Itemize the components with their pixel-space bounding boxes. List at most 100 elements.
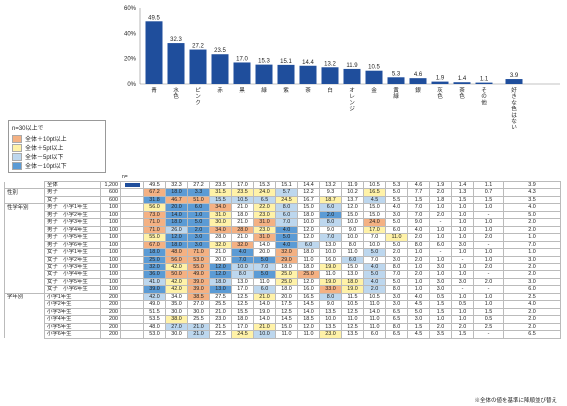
value-cell: 1.0 <box>473 300 504 309</box>
total-bar-cell <box>120 307 144 317</box>
value-cell: 10.5 <box>363 292 386 302</box>
sample-size: 600 <box>100 195 121 205</box>
value-cell: 1.4 <box>451 180 474 190</box>
value-cell: 12.2 <box>297 188 320 197</box>
value-cell: 4.5 <box>407 330 430 339</box>
bar-value-label: 14.4 <box>302 60 314 66</box>
value-cell: 0.7 <box>473 188 504 197</box>
value-cell: 1.8 <box>429 195 452 205</box>
value-cell: 49.0 <box>187 270 210 279</box>
sample-size: 100 <box>100 203 121 212</box>
value-cell: 3.0 <box>385 210 408 220</box>
value-cell: 24.0 <box>363 218 386 227</box>
value-cell: 1.0 <box>473 255 504 265</box>
value-cell: 27.5 <box>209 292 232 302</box>
value-cell: 1.5 <box>473 195 504 205</box>
segment-label <box>4 300 45 309</box>
table-row: 女子 小学2年生 100 25.0 56.0 53.0 20.0 7.0 5.0 29.0 11.… <box>4 255 561 265</box>
value-cell: 1.0 <box>187 210 210 220</box>
group-label: 小学3年生 <box>44 307 101 317</box>
value-cell: 5.0 <box>385 240 408 250</box>
value-cell: 1.5 <box>407 322 430 332</box>
group-label: 小学2年生 <box>44 300 101 309</box>
segment-label: 学年別 <box>4 292 45 301</box>
value-cell: 1.3 <box>451 188 474 197</box>
value-cell: 17.0 <box>363 225 386 235</box>
segment-label <box>4 270 45 279</box>
value-cell: 67.2 <box>143 188 166 197</box>
bar-value-label: 1.4 <box>458 76 467 82</box>
value-cell: 6.0 <box>253 285 276 294</box>
bar <box>343 68 361 84</box>
value-cell: 12.0 <box>297 277 320 287</box>
value-cell: 6.0 <box>341 255 364 265</box>
sample-size: 100 <box>100 210 121 220</box>
value-cell: 5.0 <box>407 307 430 317</box>
sample-size: 100 <box>100 270 121 279</box>
value-cell: 29.0 <box>275 255 298 265</box>
value-cell: 7.0 <box>503 240 561 250</box>
segment-label <box>4 256 45 264</box>
value-cell: 53.0 <box>187 255 210 265</box>
sample-size: 1,200 <box>100 180 121 190</box>
value-cell: 4.0 <box>275 240 298 250</box>
value-cell: 10.0 <box>341 233 364 242</box>
value-cell: 48.0 <box>165 248 188 257</box>
value-cell: 41.0 <box>143 277 166 287</box>
value-cell: 2.0 <box>429 188 452 197</box>
value-cell: 13.0 <box>341 270 364 279</box>
value-cell: 7.0 <box>231 255 254 265</box>
bar <box>145 21 163 84</box>
value-cell: 30.0 <box>165 330 188 339</box>
value-cell: 6.5 <box>385 307 408 317</box>
bar-value-label: 1.9 <box>436 76 445 82</box>
table-row: 性別 男子 600 67.2 18.0 3.3 31.5 23.5 24.0 5.7 12.2 9.3… <box>4 188 561 197</box>
total-bar-cell <box>120 315 144 324</box>
sample-size: 100 <box>100 248 121 257</box>
bar-value-label: 17.0 <box>236 56 248 62</box>
value-cell: 2.5 <box>473 322 504 332</box>
sample-size: 100 <box>100 277 121 287</box>
value-cell: 18.0 <box>297 210 320 220</box>
value-cell: 11.9 <box>341 180 364 190</box>
category-label: ン <box>195 94 201 100</box>
total-bar-cell <box>120 218 144 227</box>
category-label: 銀 <box>415 86 421 94</box>
value-cell: 31.8 <box>143 195 166 205</box>
value-cell: 2.0 <box>503 270 561 279</box>
legend-label: 全体＋10pt以上 <box>25 137 67 143</box>
value-cell: 7.0 <box>363 255 386 265</box>
value-cell: 31.0 <box>253 233 276 242</box>
value-cell: 8.0 <box>385 285 408 294</box>
value-cell: 36.0 <box>143 270 166 279</box>
value-cell: 21.0 <box>209 307 232 317</box>
value-cell: 1.5 <box>407 195 430 205</box>
value-cell: 46.7 <box>165 195 188 205</box>
value-cell: 15.0 <box>341 210 364 220</box>
value-cell: 30.0 <box>165 307 188 317</box>
value-cell: 5.0 <box>385 277 408 287</box>
category-label: 赤 <box>217 86 223 94</box>
value-cell: 39.0 <box>187 277 210 287</box>
value-cell: 4.5 <box>407 300 430 309</box>
value-cell: 2.0 <box>451 322 474 332</box>
sample-size: 200 <box>100 300 121 309</box>
table-row: 小学4年生 200 53.5 38.0 25.5 23.0 18.0 14.0 14.5 18.5… <box>4 315 561 324</box>
value-cell: 17.0 <box>231 322 254 332</box>
sample-size: 200 <box>100 292 121 302</box>
value-cell: 19.0 <box>341 285 364 294</box>
total-bar-cell <box>120 195 144 205</box>
value-cell: 4.5 <box>363 195 386 205</box>
value-cell: 31.0 <box>253 218 276 227</box>
value-cell: 3.0 <box>503 277 561 287</box>
segment-label <box>4 263 45 271</box>
value-cell: - <box>473 285 504 294</box>
value-cell: 20.0 <box>209 255 232 265</box>
value-cell: 5.0 <box>385 188 408 197</box>
value-cell: 2.0 <box>429 322 452 332</box>
legend: n=30以上で 全体＋10pt以上 全体＋5pt以上 全体－5pt以下 全体－10pt… <box>8 120 106 173</box>
group-label: 小学6年生 <box>44 330 101 339</box>
bar-value-label: 49.5 <box>148 15 160 21</box>
value-cell: 56.0 <box>143 203 166 212</box>
bar-value-label: 27.2 <box>192 44 204 50</box>
